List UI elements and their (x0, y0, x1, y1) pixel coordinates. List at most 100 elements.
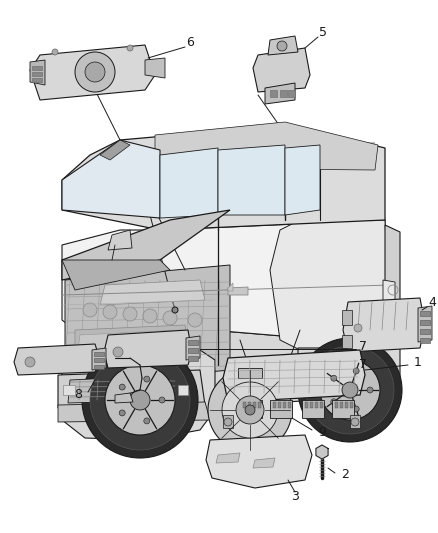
Circle shape (113, 347, 123, 357)
Polygon shape (30, 60, 45, 85)
Polygon shape (310, 402, 313, 408)
Text: 3: 3 (291, 490, 299, 504)
Circle shape (105, 365, 175, 435)
Polygon shape (92, 348, 106, 370)
Polygon shape (420, 338, 430, 343)
Polygon shape (302, 400, 324, 418)
Circle shape (172, 307, 178, 313)
Circle shape (298, 338, 402, 442)
Polygon shape (243, 402, 246, 408)
Polygon shape (270, 90, 277, 97)
Polygon shape (65, 265, 230, 385)
Polygon shape (298, 348, 400, 428)
Polygon shape (94, 358, 104, 362)
Circle shape (52, 49, 58, 55)
Polygon shape (178, 385, 188, 395)
Circle shape (119, 410, 125, 416)
Polygon shape (75, 325, 190, 365)
Polygon shape (68, 375, 178, 403)
Polygon shape (228, 287, 248, 295)
Polygon shape (253, 402, 256, 408)
Polygon shape (62, 210, 230, 280)
Polygon shape (305, 402, 308, 408)
Circle shape (331, 399, 337, 405)
Polygon shape (288, 402, 291, 408)
Polygon shape (383, 280, 395, 320)
Circle shape (123, 307, 137, 321)
Circle shape (159, 397, 165, 403)
Polygon shape (228, 283, 233, 291)
Polygon shape (238, 368, 262, 378)
Polygon shape (58, 402, 210, 422)
Polygon shape (62, 330, 390, 410)
Polygon shape (62, 220, 390, 350)
Polygon shape (186, 336, 200, 360)
Polygon shape (78, 330, 182, 350)
Polygon shape (270, 400, 292, 418)
Polygon shape (94, 352, 104, 356)
Polygon shape (94, 365, 104, 369)
Text: 7: 7 (359, 341, 367, 353)
Text: 6: 6 (186, 36, 194, 49)
Polygon shape (145, 58, 165, 78)
Text: 7: 7 (359, 359, 367, 372)
Circle shape (306, 346, 394, 434)
Polygon shape (268, 36, 298, 55)
Polygon shape (188, 356, 198, 361)
Text: 2: 2 (341, 469, 349, 481)
Polygon shape (62, 345, 215, 440)
Polygon shape (30, 45, 155, 100)
Polygon shape (188, 340, 198, 345)
Circle shape (320, 360, 380, 420)
Text: 5: 5 (319, 26, 327, 38)
Circle shape (208, 368, 292, 452)
Circle shape (103, 305, 117, 319)
Polygon shape (265, 83, 295, 104)
Polygon shape (418, 306, 432, 342)
Text: 1: 1 (414, 356, 422, 368)
Polygon shape (240, 400, 262, 418)
Polygon shape (104, 330, 192, 368)
Text: 4: 4 (428, 295, 436, 309)
Polygon shape (345, 402, 348, 408)
Polygon shape (350, 415, 360, 428)
Circle shape (367, 387, 373, 393)
Circle shape (188, 313, 202, 327)
Polygon shape (420, 311, 430, 316)
Polygon shape (285, 145, 320, 215)
Circle shape (354, 324, 362, 332)
Polygon shape (206, 435, 312, 488)
Polygon shape (270, 220, 390, 360)
Polygon shape (420, 329, 430, 334)
Circle shape (222, 382, 278, 438)
Polygon shape (315, 402, 318, 408)
Circle shape (85, 62, 105, 82)
Polygon shape (14, 344, 100, 375)
Circle shape (82, 342, 198, 458)
Circle shape (122, 407, 138, 423)
Polygon shape (216, 453, 240, 463)
Polygon shape (32, 66, 42, 70)
Polygon shape (62, 140, 160, 218)
Polygon shape (288, 90, 295, 97)
Circle shape (245, 405, 255, 415)
Polygon shape (340, 402, 343, 408)
Polygon shape (350, 402, 353, 408)
Polygon shape (335, 402, 338, 408)
Text: 8: 8 (74, 389, 82, 401)
Polygon shape (332, 400, 354, 418)
Polygon shape (283, 402, 286, 408)
Polygon shape (253, 458, 275, 468)
Polygon shape (342, 310, 352, 325)
Polygon shape (155, 122, 378, 170)
Polygon shape (62, 260, 170, 290)
Circle shape (163, 311, 177, 325)
Text: 9: 9 (318, 425, 326, 439)
Circle shape (144, 376, 150, 382)
Polygon shape (223, 350, 365, 402)
Polygon shape (253, 48, 310, 92)
Polygon shape (188, 348, 198, 353)
Circle shape (75, 52, 115, 92)
Polygon shape (342, 335, 352, 348)
Polygon shape (110, 387, 145, 398)
